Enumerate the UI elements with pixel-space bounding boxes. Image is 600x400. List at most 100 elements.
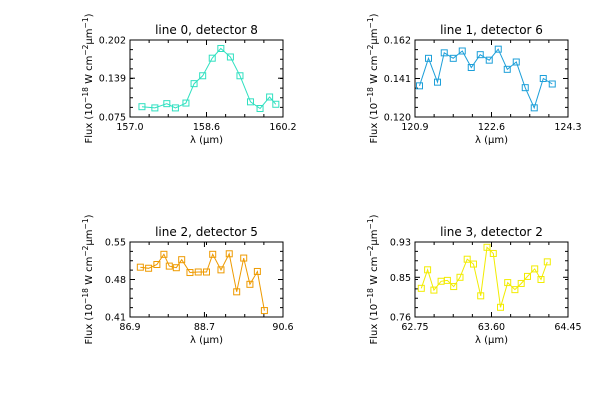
y-label-superscript: −2 bbox=[366, 245, 375, 256]
y-label-superscript: −1 bbox=[81, 218, 90, 229]
data-point-marker bbox=[503, 65, 511, 73]
y-label-text: μm bbox=[369, 28, 380, 44]
y-label-superscript: −2 bbox=[81, 44, 90, 55]
y-tick-label: 0.48 bbox=[105, 275, 126, 286]
data-point-marker bbox=[430, 286, 438, 294]
y-label-superscript: −18 bbox=[366, 87, 375, 103]
data-point-marker bbox=[477, 292, 485, 300]
data-point-marker bbox=[217, 266, 225, 274]
y-label-superscript: −1 bbox=[81, 17, 90, 28]
data-point-marker bbox=[530, 104, 538, 112]
data-point-marker bbox=[160, 250, 168, 258]
data-point-marker bbox=[256, 105, 264, 113]
data-point-marker bbox=[485, 56, 493, 64]
subplot-3: line 3, detector 2 62.75 63.60 64.45 0.76 0.8… bbox=[366, 214, 582, 346]
data-point-marker bbox=[450, 283, 458, 291]
data-point-marker bbox=[246, 280, 254, 288]
y-label-text: W cm bbox=[84, 257, 95, 288]
y-tick-label: 0.41 bbox=[105, 313, 126, 324]
data-point-marker bbox=[253, 267, 261, 275]
y-tick-label: 0.141 bbox=[384, 74, 411, 85]
data-point-marker bbox=[163, 100, 171, 108]
x-axis-label: λ (μm) bbox=[475, 335, 508, 346]
data-point-marker bbox=[548, 80, 556, 88]
data-point-marker bbox=[233, 288, 241, 296]
y-label-text: ) bbox=[369, 214, 380, 218]
data-point-marker bbox=[449, 54, 457, 62]
y-axis-label: Flux (10−18 W cm−2μm−1) bbox=[366, 13, 380, 143]
y-label-text: W cm bbox=[84, 56, 95, 87]
y-label-text: Flux (10 bbox=[369, 103, 380, 144]
x-tick-label: 122.6 bbox=[478, 122, 505, 133]
y-label-text: ) bbox=[84, 214, 95, 218]
data-point-marker bbox=[208, 54, 216, 62]
data-point-marker bbox=[151, 104, 159, 112]
y-label-superscript: −18 bbox=[366, 288, 375, 304]
data-point-marker bbox=[456, 273, 464, 281]
data-point-marker bbox=[182, 99, 190, 107]
data-point-marker bbox=[425, 54, 432, 62]
data-point-marker bbox=[190, 80, 198, 88]
y-label-text: W cm bbox=[369, 257, 380, 288]
data-point-marker bbox=[226, 53, 234, 61]
data-point-marker bbox=[543, 258, 551, 266]
data-point-marker bbox=[512, 58, 520, 66]
data-point-marker bbox=[489, 249, 497, 257]
data-point-marker bbox=[494, 45, 502, 53]
subplot-title: line 2, detector 5 bbox=[155, 225, 258, 239]
data-point-marker bbox=[186, 269, 194, 277]
data-point-marker bbox=[138, 103, 146, 111]
y-label-text: ) bbox=[84, 13, 95, 17]
plot-frame bbox=[129, 241, 284, 318]
data-point-marker bbox=[417, 284, 425, 292]
data-point-marker bbox=[476, 51, 484, 59]
subplot-1: line 1, detector 6 120.9 122.6 124.3 0.120 0.… bbox=[366, 13, 582, 146]
x-tick-label: 86.9 bbox=[119, 322, 140, 333]
x-tick-label: 120.9 bbox=[401, 122, 428, 133]
data-point-marker bbox=[153, 261, 161, 268]
data-point-marker bbox=[440, 49, 448, 57]
subplot-title: line 1, detector 6 bbox=[440, 23, 543, 37]
x-tick-label: 160.2 bbox=[269, 122, 296, 133]
data-point-marker bbox=[443, 276, 451, 284]
data-point-marker bbox=[434, 78, 441, 86]
subplot-title: line 3, detector 2 bbox=[440, 225, 543, 239]
data-point-marker bbox=[194, 268, 202, 276]
x-tick-label: 90.6 bbox=[272, 322, 293, 333]
data-point-marker bbox=[521, 84, 529, 92]
y-axis-label: Flux (10−18 W cm−2μm−1) bbox=[81, 13, 95, 143]
data-point-marker bbox=[483, 243, 491, 251]
data-point-marker bbox=[145, 264, 153, 272]
x-tick-label: 124.3 bbox=[554, 122, 581, 133]
data-point-marker bbox=[463, 255, 471, 263]
y-label-text: Flux (10 bbox=[369, 304, 380, 345]
y-axis-label: Flux (10−18 W cm−2μm−1) bbox=[81, 214, 95, 344]
data-point-marker bbox=[199, 72, 207, 80]
data-point-marker bbox=[458, 47, 466, 55]
data-point-marker bbox=[260, 307, 268, 315]
subplot-0: line 0, detector 8 157.0 158.6 160.2 0.075 0.… bbox=[81, 13, 297, 146]
series-line bbox=[140, 252, 265, 311]
y-label-text: μm bbox=[369, 229, 380, 245]
series-line bbox=[420, 246, 548, 308]
y-label-text: μm bbox=[84, 28, 95, 44]
y-label-text: W cm bbox=[369, 56, 380, 87]
x-tick-label: 88.7 bbox=[194, 322, 215, 333]
subplot-title: line 0, detector 8 bbox=[155, 23, 258, 37]
y-tick-label: 0.93 bbox=[390, 238, 411, 249]
data-point-marker bbox=[246, 98, 254, 106]
data-point-marker bbox=[240, 254, 248, 262]
data-point-marker bbox=[524, 272, 531, 280]
data-point-marker bbox=[504, 279, 512, 287]
x-axis-label: λ (μm) bbox=[475, 135, 508, 146]
x-axis-label: λ (μm) bbox=[190, 335, 223, 346]
x-tick-label: 62.75 bbox=[401, 322, 428, 333]
x-tick-label: 158.6 bbox=[193, 122, 220, 133]
data-point-marker bbox=[165, 262, 173, 270]
data-point-marker bbox=[236, 72, 244, 80]
data-point-marker bbox=[539, 75, 547, 82]
data-point-marker bbox=[217, 44, 225, 52]
data-point-marker bbox=[497, 303, 504, 311]
y-tick-label: 0.85 bbox=[390, 273, 411, 284]
y-tick-label: 0.162 bbox=[384, 36, 411, 47]
